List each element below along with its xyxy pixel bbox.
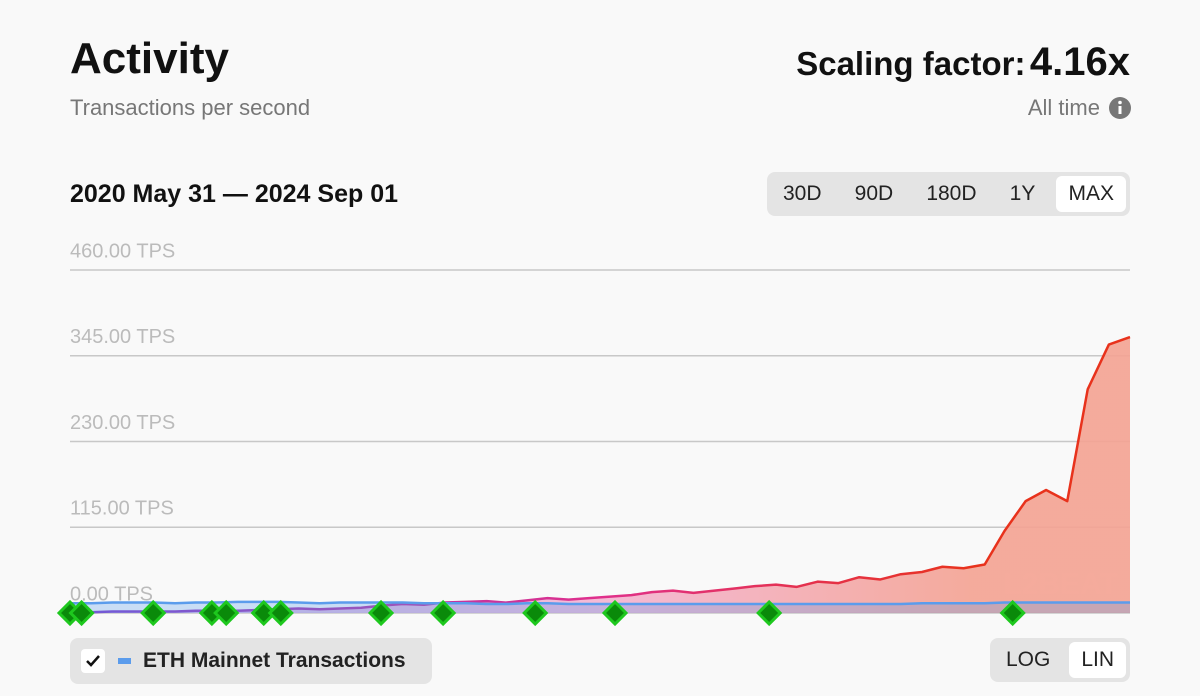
milestone[interactable] xyxy=(999,599,1026,627)
scaling-label: Scaling factor: xyxy=(796,45,1026,82)
legend: ETH Mainnet Transactions xyxy=(70,638,432,684)
toggle-button[interactable]: 90D xyxy=(854,182,894,205)
legend-label[interactable]: ETH Mainnet Transactions xyxy=(143,649,406,672)
y-tick-label: 115.00 TPS xyxy=(70,498,174,520)
milestone[interactable] xyxy=(429,599,457,627)
range-selector: 30D 90D 180D 1Y MAX xyxy=(767,172,1130,216)
title: Activity xyxy=(70,34,229,83)
milestone[interactable] xyxy=(250,599,277,627)
subtitle: Transactions per second xyxy=(70,95,311,120)
milestone[interactable] xyxy=(367,599,395,627)
toggle-button[interactable]: LOG xyxy=(1006,648,1051,671)
legend-checkbox[interactable] xyxy=(80,648,106,674)
toggle-button[interactable]: LIN xyxy=(1069,642,1126,678)
y-tick-label: 460.00 TPS xyxy=(70,240,175,262)
toggle-button[interactable]: MAX xyxy=(1056,176,1126,212)
scale-selector: LOG LIN xyxy=(990,638,1130,682)
milestone[interactable] xyxy=(756,599,783,627)
series-line xyxy=(70,600,1130,606)
legend-swatch xyxy=(118,658,131,664)
y-tick-label: 0.00 TPS xyxy=(70,583,153,605)
milestone[interactable] xyxy=(68,599,95,627)
range-label: 2020 May 31 — 2024 Sep 01 xyxy=(70,180,399,208)
milestone[interactable] xyxy=(601,599,629,627)
milestone[interactable] xyxy=(213,599,240,627)
toggle-button[interactable]: 180D xyxy=(926,182,977,205)
scaling-value: 4.16x xyxy=(1029,40,1130,84)
milestone[interactable] xyxy=(522,599,549,627)
y-tick-label: 345.00 TPS xyxy=(70,326,175,348)
milestone[interactable] xyxy=(267,599,294,627)
scaling-factor: Scaling factor: 4.16x xyxy=(796,40,1130,85)
info-icon[interactable] xyxy=(1108,96,1132,120)
y-tick-label: 230.00 TPS xyxy=(70,412,175,434)
series-line xyxy=(70,335,1131,614)
series-area xyxy=(70,337,1130,613)
toggle-button[interactable]: 30D xyxy=(783,182,822,205)
toggle-button[interactable]: 1Y xyxy=(1009,182,1036,205)
milestone[interactable] xyxy=(140,599,167,627)
chart: 0.00 TPS 115.00 TPS 230.00 TPS 345.00 TPS 46… xyxy=(56,240,1131,627)
period: All time xyxy=(1027,95,1100,120)
